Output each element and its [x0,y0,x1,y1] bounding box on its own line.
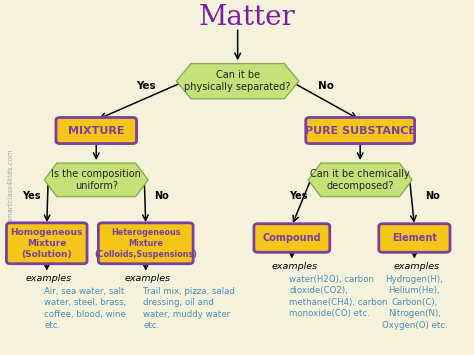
Text: Homogeneous
Mixture
(Solution): Homogeneous Mixture (Solution) [10,228,83,259]
Text: Yes: Yes [289,191,307,201]
FancyBboxPatch shape [56,118,137,143]
Text: Heterogeneous
Mixture
(Colloids,Suspensions): Heterogeneous Mixture (Colloids,Suspensi… [94,228,197,259]
Text: examples: examples [125,274,171,283]
Text: smartclass4kids.com: smartclass4kids.com [8,148,14,222]
Polygon shape [45,163,148,197]
Text: Compound: Compound [263,233,321,243]
Text: Hydrogen(H),
Helium(He),
Carbon(C),
Nitrogen(N),
Oxygen(O) etc.: Hydrogen(H), Helium(He), Carbon(C), Nitr… [382,275,447,330]
Text: examples: examples [394,262,440,271]
Text: Is the composition
uniform?: Is the composition uniform? [51,169,141,191]
Text: Trail mix, pizza, salad
dressing, oil and
water, muddy water
etc.: Trail mix, pizza, salad dressing, oil an… [143,287,235,331]
Text: water(H2O), carbon
dioxide(CO2),
methane(CH4), carbon
monoxide(CO) etc.: water(H2O), carbon dioxide(CO2), methane… [290,275,388,318]
Text: No: No [154,191,169,201]
Text: Element: Element [392,233,437,243]
Polygon shape [176,64,299,99]
FancyBboxPatch shape [99,223,193,264]
Text: Yes: Yes [136,82,155,92]
Text: No: No [425,191,440,201]
Text: MIXTURE: MIXTURE [68,126,125,136]
Text: Yes: Yes [22,191,41,201]
Text: PURE SUBSTANCE: PURE SUBSTANCE [305,126,416,136]
Polygon shape [309,163,412,197]
FancyBboxPatch shape [7,223,87,264]
Text: Can it be
physically separated?: Can it be physically separated? [184,70,291,92]
Text: Can it be chemically
decomposed?: Can it be chemically decomposed? [310,169,410,191]
Text: Air, sea water, salt
water, steel, brass,
coffee, blood, wine
etc.: Air, sea water, salt water, steel, brass… [45,287,127,331]
Text: Matter: Matter [199,4,295,31]
Text: examples: examples [26,274,72,283]
FancyBboxPatch shape [379,224,450,252]
FancyBboxPatch shape [254,224,330,252]
Text: examples: examples [271,262,317,271]
FancyBboxPatch shape [306,118,415,143]
Text: No: No [318,82,334,92]
